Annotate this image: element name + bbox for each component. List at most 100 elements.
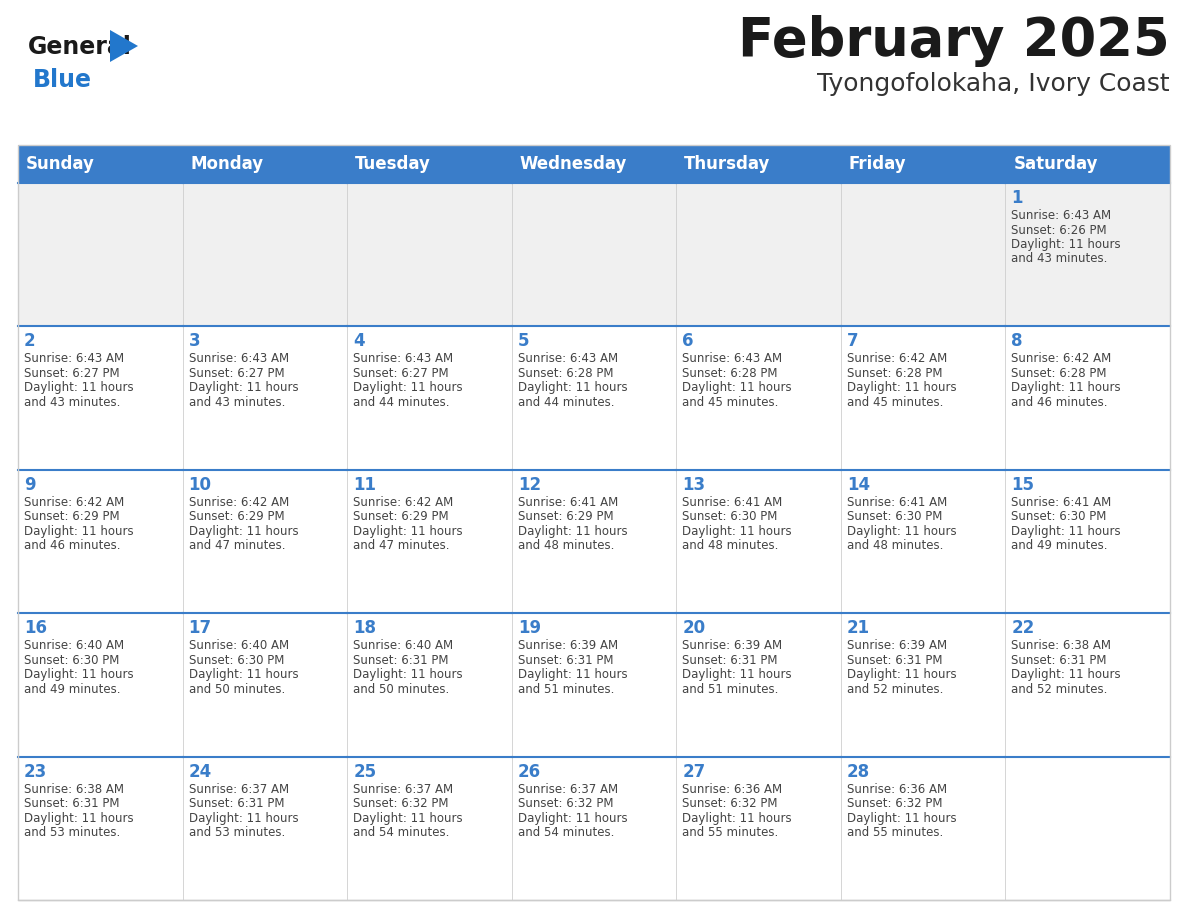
Text: 16: 16 — [24, 620, 48, 637]
Text: Sunset: 6:31 PM: Sunset: 6:31 PM — [189, 797, 284, 810]
Text: Sunrise: 6:42 AM: Sunrise: 6:42 AM — [353, 496, 454, 509]
Text: Sunset: 6:30 PM: Sunset: 6:30 PM — [24, 654, 119, 666]
Text: and 54 minutes.: and 54 minutes. — [353, 826, 449, 839]
Text: 12: 12 — [518, 476, 541, 494]
Text: and 50 minutes.: and 50 minutes. — [353, 683, 449, 696]
FancyBboxPatch shape — [841, 613, 1005, 756]
Text: Sunrise: 6:41 AM: Sunrise: 6:41 AM — [682, 496, 783, 509]
Text: Daylight: 11 hours: Daylight: 11 hours — [1011, 381, 1121, 395]
Text: Monday: Monday — [190, 155, 264, 173]
Text: Friday: Friday — [849, 155, 906, 173]
Text: and 43 minutes.: and 43 minutes. — [1011, 252, 1107, 265]
FancyBboxPatch shape — [676, 470, 841, 613]
Text: Daylight: 11 hours: Daylight: 11 hours — [1011, 238, 1121, 251]
Text: Sunset: 6:30 PM: Sunset: 6:30 PM — [189, 654, 284, 666]
FancyBboxPatch shape — [1005, 613, 1170, 756]
Text: 3: 3 — [189, 332, 201, 351]
Text: 21: 21 — [847, 620, 870, 637]
FancyBboxPatch shape — [676, 613, 841, 756]
Text: Sunrise: 6:40 AM: Sunrise: 6:40 AM — [189, 639, 289, 652]
Text: Daylight: 11 hours: Daylight: 11 hours — [353, 812, 463, 824]
Text: Daylight: 11 hours: Daylight: 11 hours — [353, 668, 463, 681]
Text: and 43 minutes.: and 43 minutes. — [189, 396, 285, 409]
Text: Sunrise: 6:42 AM: Sunrise: 6:42 AM — [1011, 353, 1112, 365]
Text: Wednesday: Wednesday — [519, 155, 627, 173]
Text: General: General — [29, 35, 132, 59]
Text: Sunrise: 6:39 AM: Sunrise: 6:39 AM — [682, 639, 783, 652]
Text: Sunset: 6:31 PM: Sunset: 6:31 PM — [518, 654, 613, 666]
FancyBboxPatch shape — [1005, 470, 1170, 613]
Text: Sunset: 6:31 PM: Sunset: 6:31 PM — [1011, 654, 1107, 666]
Text: and 48 minutes.: and 48 minutes. — [682, 539, 778, 553]
Text: Sunrise: 6:37 AM: Sunrise: 6:37 AM — [353, 783, 454, 796]
Text: 15: 15 — [1011, 476, 1035, 494]
FancyBboxPatch shape — [18, 613, 183, 756]
FancyBboxPatch shape — [512, 183, 676, 327]
Text: 7: 7 — [847, 332, 859, 351]
Text: 1: 1 — [1011, 189, 1023, 207]
Text: Sunset: 6:29 PM: Sunset: 6:29 PM — [353, 510, 449, 523]
Text: Sunrise: 6:43 AM: Sunrise: 6:43 AM — [682, 353, 783, 365]
Text: and 55 minutes.: and 55 minutes. — [682, 826, 778, 839]
FancyBboxPatch shape — [18, 756, 183, 900]
Text: 10: 10 — [189, 476, 211, 494]
FancyBboxPatch shape — [512, 613, 676, 756]
Text: Sunset: 6:29 PM: Sunset: 6:29 PM — [189, 510, 284, 523]
Text: 6: 6 — [682, 332, 694, 351]
FancyBboxPatch shape — [347, 613, 512, 756]
Text: Daylight: 11 hours: Daylight: 11 hours — [353, 381, 463, 395]
FancyBboxPatch shape — [347, 756, 512, 900]
Text: 9: 9 — [24, 476, 36, 494]
Text: and 44 minutes.: and 44 minutes. — [353, 396, 449, 409]
Text: Daylight: 11 hours: Daylight: 11 hours — [189, 381, 298, 395]
Text: and 45 minutes.: and 45 minutes. — [682, 396, 778, 409]
Text: Sunrise: 6:43 AM: Sunrise: 6:43 AM — [189, 353, 289, 365]
FancyBboxPatch shape — [347, 183, 512, 327]
FancyBboxPatch shape — [512, 756, 676, 900]
Text: Sunset: 6:30 PM: Sunset: 6:30 PM — [1011, 510, 1107, 523]
Text: Sunrise: 6:36 AM: Sunrise: 6:36 AM — [847, 783, 947, 796]
Text: Saturday: Saturday — [1013, 155, 1098, 173]
Text: Daylight: 11 hours: Daylight: 11 hours — [847, 525, 956, 538]
Text: Daylight: 11 hours: Daylight: 11 hours — [24, 381, 133, 395]
FancyBboxPatch shape — [1005, 327, 1170, 470]
Text: Sunrise: 6:40 AM: Sunrise: 6:40 AM — [353, 639, 454, 652]
FancyBboxPatch shape — [347, 470, 512, 613]
Text: Sunset: 6:29 PM: Sunset: 6:29 PM — [24, 510, 120, 523]
FancyBboxPatch shape — [676, 183, 841, 327]
FancyBboxPatch shape — [18, 145, 1170, 183]
Text: and 45 minutes.: and 45 minutes. — [847, 396, 943, 409]
FancyBboxPatch shape — [676, 756, 841, 900]
Text: Daylight: 11 hours: Daylight: 11 hours — [189, 668, 298, 681]
FancyBboxPatch shape — [841, 470, 1005, 613]
Text: 13: 13 — [682, 476, 706, 494]
Text: and 52 minutes.: and 52 minutes. — [1011, 683, 1107, 696]
Text: 11: 11 — [353, 476, 377, 494]
Text: Sunrise: 6:37 AM: Sunrise: 6:37 AM — [189, 783, 289, 796]
Text: Blue: Blue — [33, 68, 91, 92]
Text: 5: 5 — [518, 332, 529, 351]
Text: Sunrise: 6:41 AM: Sunrise: 6:41 AM — [518, 496, 618, 509]
Text: Sunrise: 6:43 AM: Sunrise: 6:43 AM — [1011, 209, 1112, 222]
Text: 26: 26 — [518, 763, 541, 780]
Text: Sunset: 6:32 PM: Sunset: 6:32 PM — [847, 797, 942, 810]
Text: and 53 minutes.: and 53 minutes. — [24, 826, 120, 839]
Text: 24: 24 — [189, 763, 211, 780]
FancyBboxPatch shape — [676, 327, 841, 470]
Text: Daylight: 11 hours: Daylight: 11 hours — [518, 668, 627, 681]
FancyBboxPatch shape — [347, 327, 512, 470]
Text: Sunset: 6:28 PM: Sunset: 6:28 PM — [847, 367, 942, 380]
Text: Sunrise: 6:40 AM: Sunrise: 6:40 AM — [24, 639, 124, 652]
Text: and 46 minutes.: and 46 minutes. — [1011, 396, 1108, 409]
Text: and 51 minutes.: and 51 minutes. — [518, 683, 614, 696]
Text: and 44 minutes.: and 44 minutes. — [518, 396, 614, 409]
FancyBboxPatch shape — [18, 327, 183, 470]
Text: Daylight: 11 hours: Daylight: 11 hours — [682, 381, 792, 395]
Text: Sunset: 6:28 PM: Sunset: 6:28 PM — [518, 367, 613, 380]
Text: 27: 27 — [682, 763, 706, 780]
FancyBboxPatch shape — [1005, 756, 1170, 900]
Text: Daylight: 11 hours: Daylight: 11 hours — [518, 525, 627, 538]
Text: Daylight: 11 hours: Daylight: 11 hours — [189, 525, 298, 538]
Text: and 50 minutes.: and 50 minutes. — [189, 683, 285, 696]
Text: Sunset: 6:30 PM: Sunset: 6:30 PM — [847, 510, 942, 523]
